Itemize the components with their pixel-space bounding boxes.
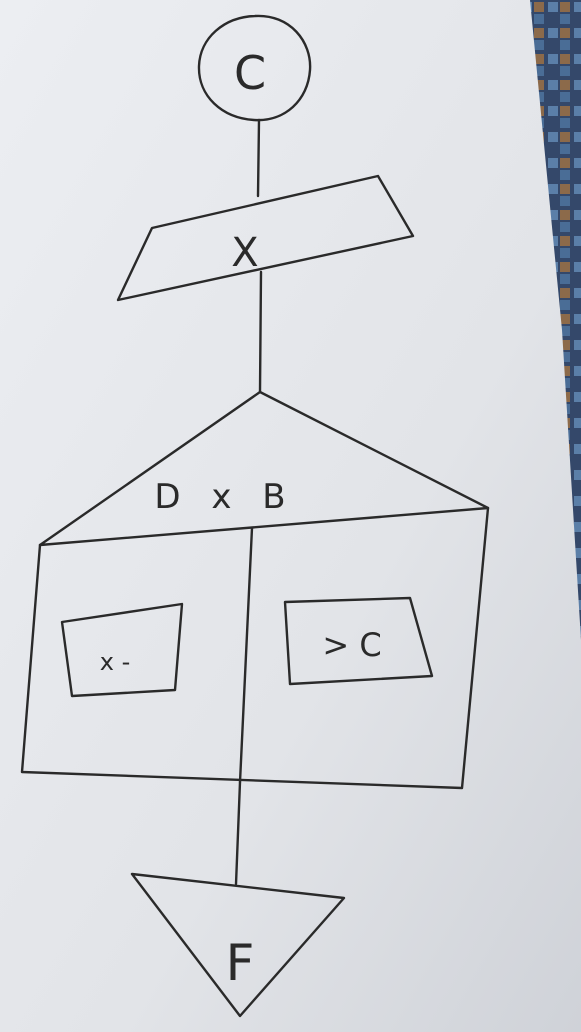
right-branch-label: > C bbox=[322, 626, 381, 664]
start-node: C bbox=[197, 14, 312, 122]
connector-decision-end bbox=[234, 780, 242, 886]
left-branch-label: x - bbox=[100, 648, 131, 676]
connector-input-decision bbox=[258, 270, 263, 394]
left-branch-box: x - bbox=[60, 602, 184, 698]
input-node: X bbox=[116, 174, 415, 302]
branch-divider bbox=[238, 526, 254, 784]
end-label: F bbox=[226, 934, 255, 992]
input-label: X bbox=[231, 230, 258, 276]
end-node: F bbox=[130, 872, 346, 1018]
decision-node: D x B bbox=[20, 390, 490, 790]
decision-label: D x B bbox=[154, 477, 295, 517]
right-branch-box: > C bbox=[283, 596, 434, 686]
connector-start-input bbox=[256, 118, 261, 198]
start-label: C bbox=[234, 46, 266, 100]
